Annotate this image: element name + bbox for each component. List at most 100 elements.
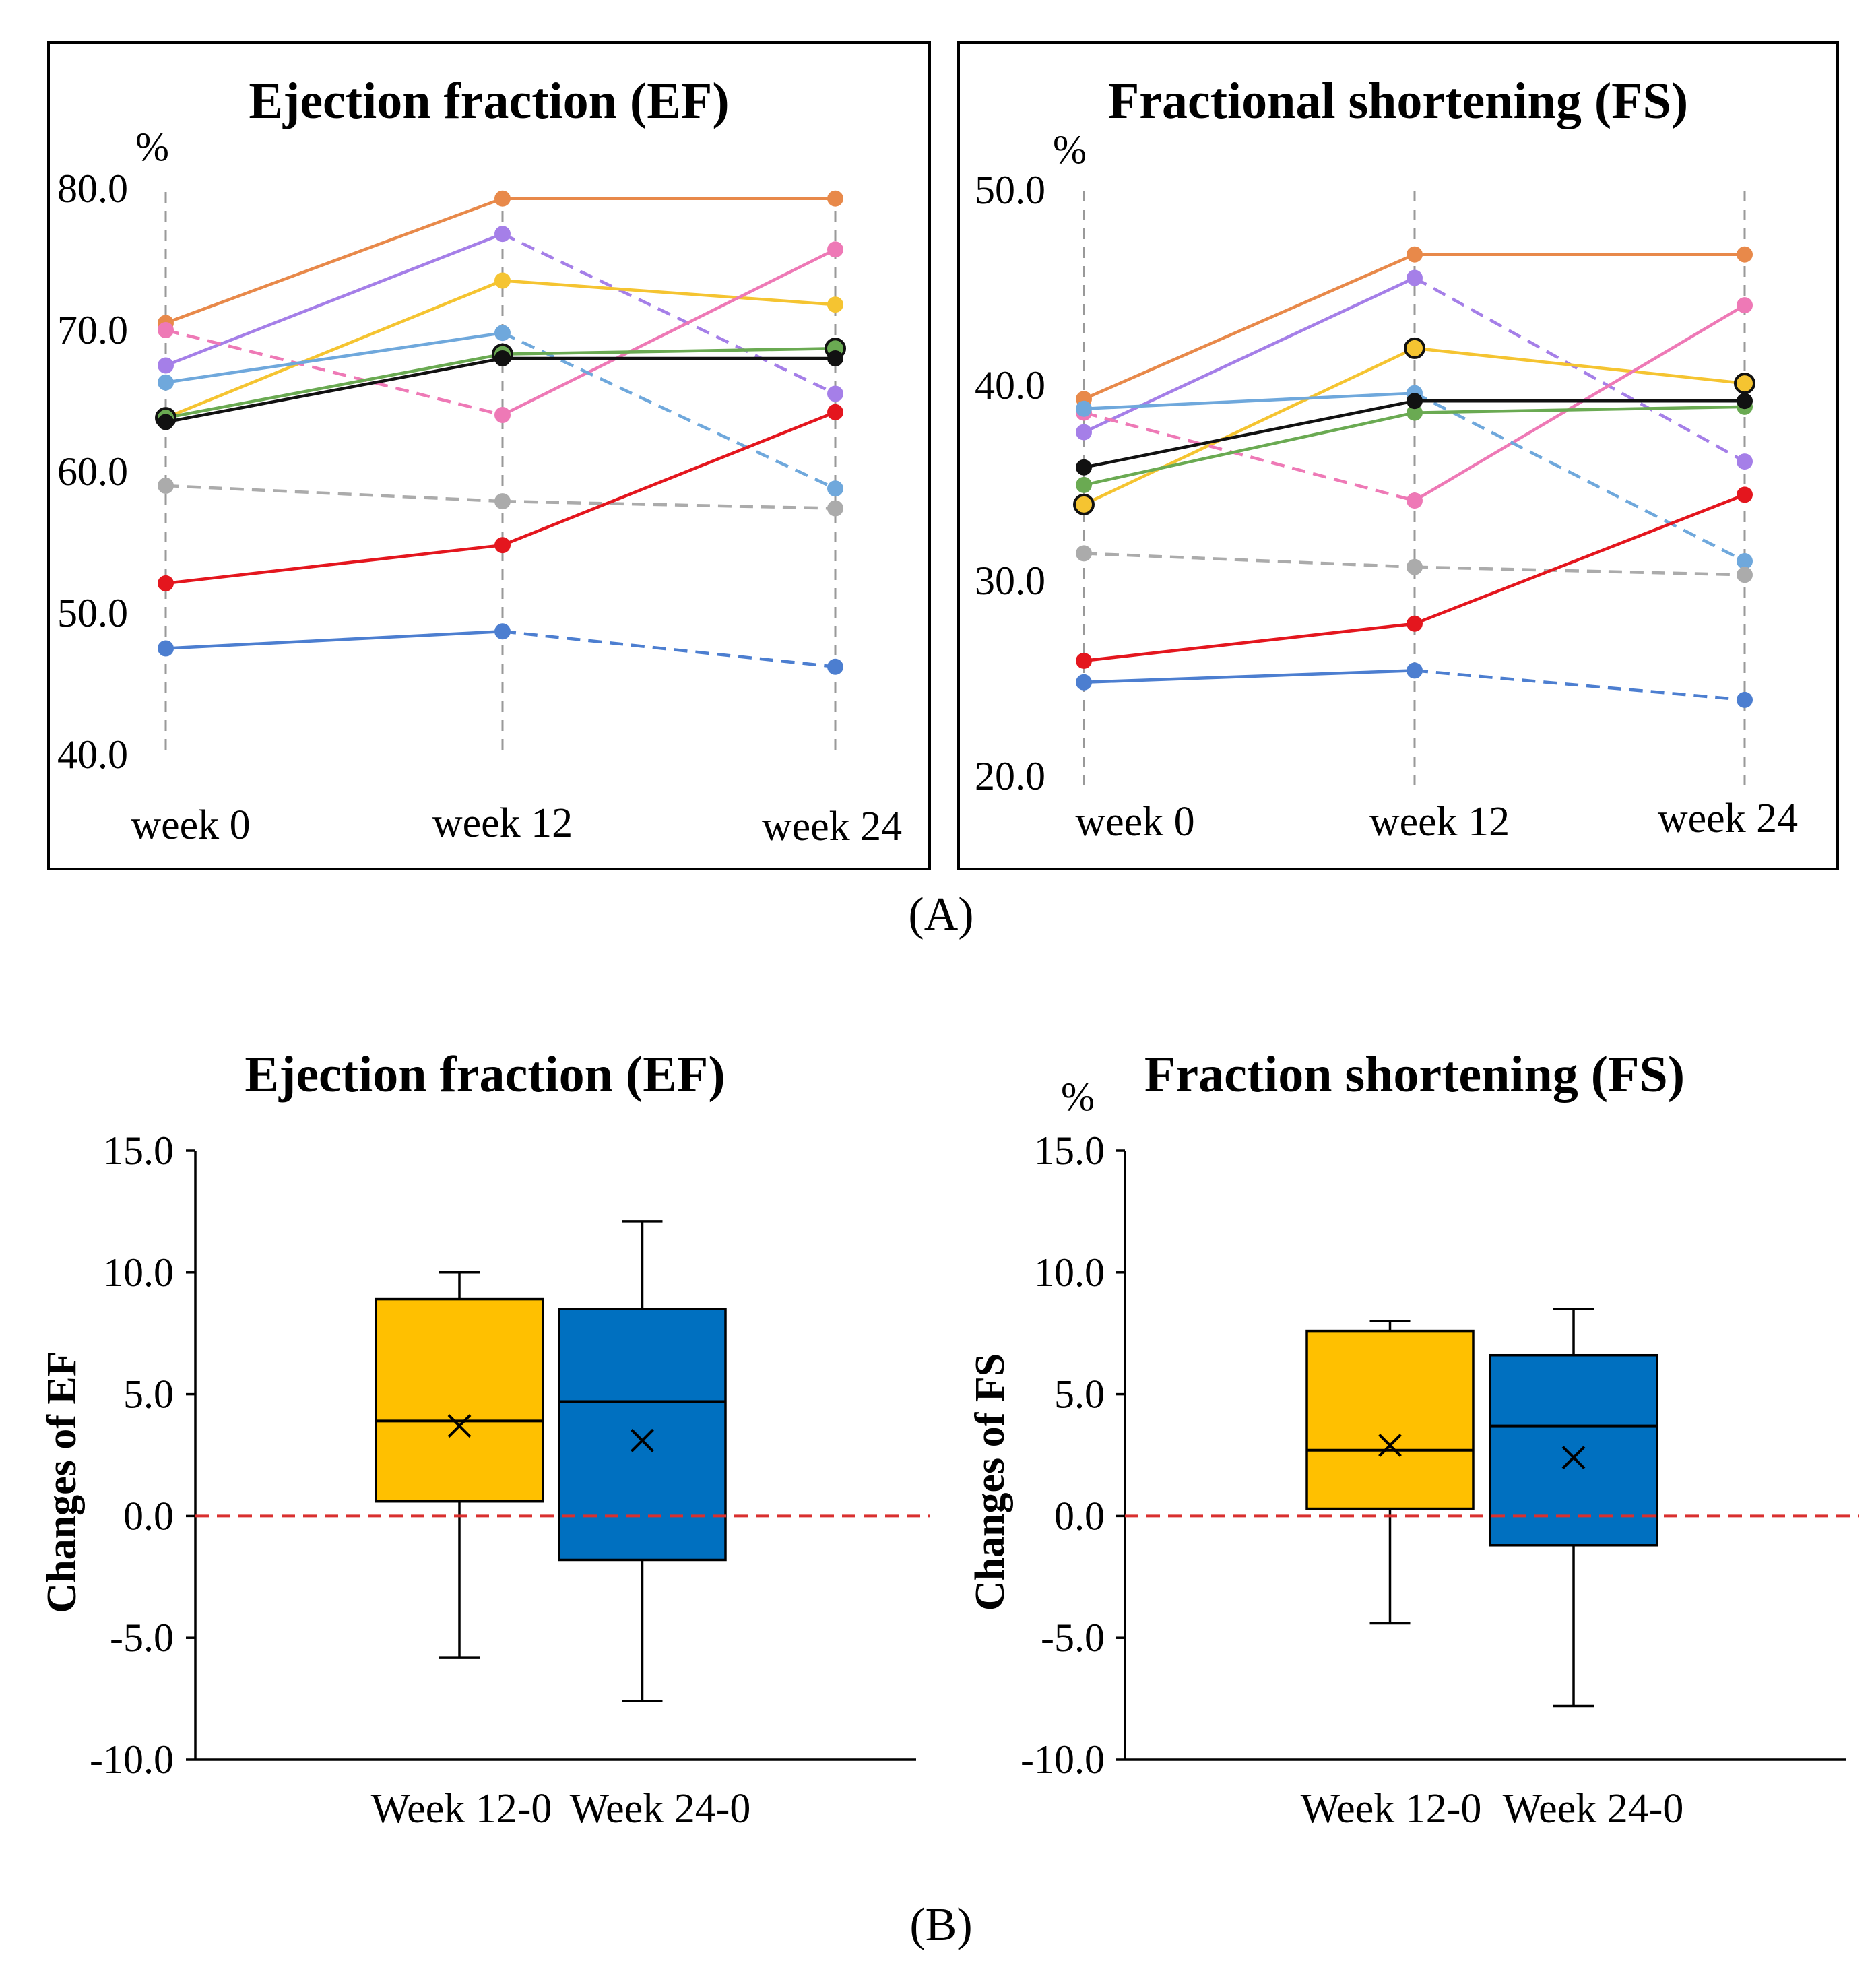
fs-yellow-segment-2 — [1414, 346, 1745, 385]
fs-ytick-50-0: 50.0 — [975, 168, 1045, 212]
ef-purple-segment-2 — [502, 232, 836, 395]
fs-blue-point-week-12 — [1407, 662, 1423, 679]
ef-week-24-0-iqr-box — [558, 1308, 727, 1562]
ef-box-ytick-10-0: -10.0 — [90, 1737, 174, 1782]
fs-blue-point-week-24 — [1737, 691, 1753, 708]
ef-box-week-24-0 — [558, 1220, 727, 1702]
ef-series-black — [158, 350, 843, 430]
fs-red-point-week-12 — [1407, 615, 1423, 632]
ef-ytick-40-0: 40.0 — [57, 732, 128, 777]
fs-series-blue — [1076, 662, 1753, 708]
fs-purple-point-week-12 — [1407, 269, 1423, 286]
ef-purple-point-week-0 — [158, 357, 174, 374]
ef-series-red — [158, 404, 843, 591]
fs-series-red — [1076, 486, 1753, 669]
fs-light-blue-segment-2 — [1413, 391, 1746, 563]
fs-orange-point-week-12 — [1407, 246, 1423, 263]
fs-box-chart: Fraction shortening (FS)% Changes of FS 15… — [967, 1046, 1859, 1832]
ef-pink-point-week-0 — [158, 322, 174, 338]
ef-series-blue — [158, 623, 843, 675]
ef-gray-point-week-12 — [494, 493, 511, 510]
fs-black-point-week-12 — [1407, 393, 1423, 410]
fs-orange-segment-1 — [1083, 253, 1415, 401]
ef-black-point-week-24 — [827, 350, 843, 366]
fs-yellow-segment-1 — [1083, 346, 1415, 506]
fs-box-ytick-0-0: 0.0 — [1054, 1494, 1105, 1538]
ef-red-segment-2 — [502, 410, 836, 547]
fs-green-segment-1 — [1083, 411, 1415, 487]
fs-week-12-0-iqr-box — [1305, 1329, 1475, 1510]
ef-line-chart: Ejection fraction (EF)% 40.0 50.0 60.0 70.0 8… — [47, 41, 931, 870]
ef-blue-point-week-24 — [827, 658, 843, 675]
fs-ytick-20-0: 20.0 — [975, 754, 1045, 798]
fs-green-point-week-12 — [1407, 404, 1423, 421]
ef-blue-segment-1 — [165, 630, 503, 650]
fs-box-title: Fraction shortening (FS) — [1144, 1046, 1685, 1103]
fs-yellow-point-week-0 — [1073, 493, 1095, 515]
fs-box-xlabel-week-24-0: Week 24-0 — [1503, 1786, 1684, 1832]
ef-pink-segment-1 — [165, 328, 503, 417]
ef-yellow-point-week-24 — [827, 296, 843, 313]
ef-yellow-segment-2 — [502, 279, 836, 307]
ef-blue-point-week-0 — [158, 640, 174, 657]
ef-light-blue-segment-1 — [165, 331, 503, 384]
fs-box-unit-label: % — [1061, 1075, 1095, 1119]
fs-box-week-24-0 — [1489, 1308, 1658, 1708]
ef-green-segment-2 — [502, 347, 836, 356]
ef-week-12-0-iqr-box — [375, 1297, 544, 1503]
ef-box-chart: Ejection fraction (EF) Changes of EF 15.0 1… — [39, 1046, 930, 1832]
ef-box-ytick-15-0: 15.0 — [103, 1128, 174, 1173]
fs-pink-point-week-12 — [1407, 492, 1423, 509]
ef-pink-segment-2 — [501, 248, 837, 417]
ef-light-blue-point-week-12 — [494, 325, 511, 342]
ef-gray-segment-2 — [502, 499, 836, 510]
panel-b-label: (B) — [909, 1899, 972, 1951]
ef-orange-point-week-24 — [827, 190, 843, 207]
fs-orange-point-week-24 — [1737, 246, 1753, 263]
ef-box-title: Ejection fraction (EF) — [245, 1046, 725, 1103]
ef-light-blue-point-week-24 — [827, 480, 843, 497]
ef-box-ytick-0-0: 0.0 — [123, 1494, 174, 1538]
fs-blue-point-week-0 — [1076, 674, 1092, 691]
ef-orange-point-week-12 — [494, 190, 511, 207]
ef-week-12-0-mean-marker — [447, 1414, 472, 1438]
ef-purple-point-week-12 — [494, 226, 511, 243]
fs-box-ytick-5-0: 5.0 — [1054, 1372, 1105, 1417]
ef-xcat-week-0: week 0 — [131, 802, 250, 848]
ef-box-ytick-5-0: 5.0 — [123, 1372, 174, 1417]
ef-red-segment-1 — [165, 543, 503, 585]
fs-red-point-week-24 — [1737, 486, 1753, 503]
ef-ytick-80-0: 80.0 — [57, 166, 128, 211]
fs-box-ytick-5-0: -5.0 — [1041, 1615, 1105, 1660]
fs-box-ytick-10-0: 10.0 — [1034, 1250, 1105, 1295]
fs-box-ytick-15-0: 15.0 — [1034, 1128, 1105, 1173]
ef-series-pink — [158, 241, 843, 423]
ef-box-ytick-5-0: -5.0 — [110, 1615, 174, 1660]
ef-box-ylabel: Changes of EF — [39, 1351, 85, 1613]
fs-green-point-week-0 — [1076, 476, 1092, 493]
fs-series-gray — [1076, 545, 1753, 583]
ef-box-week-12-0 — [375, 1271, 544, 1659]
fs-blue-segment-2 — [1414, 669, 1745, 702]
ef-xcat-week-24: week 24 — [762, 804, 902, 849]
ef-gray-point-week-24 — [827, 500, 843, 517]
ef-series-purple — [158, 226, 843, 402]
fs-series-black — [1076, 393, 1753, 476]
ef-green-segment-1 — [165, 352, 503, 420]
ef-purple-point-week-24 — [827, 385, 843, 402]
fs-light-blue-segment-1 — [1083, 391, 1415, 411]
ef-box-ytick-10-0: 10.0 — [103, 1250, 174, 1295]
fs-red-segment-1 — [1083, 622, 1415, 663]
fs-ytick-40-0: 40.0 — [975, 363, 1045, 408]
ef-line-title: Ejection fraction (EF) — [249, 73, 729, 129]
ef-ytick-60-0: 60.0 — [57, 449, 128, 494]
fs-green-segment-2 — [1414, 405, 1745, 414]
fs-gray-segment-2 — [1414, 565, 1745, 577]
fs-series-orange — [1076, 246, 1753, 408]
fs-gray-point-week-24 — [1737, 567, 1753, 583]
fs-pink-segment-1 — [1083, 411, 1415, 503]
fs-line-title: Fractional shortening (FS) — [1108, 73, 1688, 129]
ef-yellow-segment-1 — [165, 279, 503, 420]
fs-week-24-0-mean-marker — [1561, 1446, 1586, 1470]
